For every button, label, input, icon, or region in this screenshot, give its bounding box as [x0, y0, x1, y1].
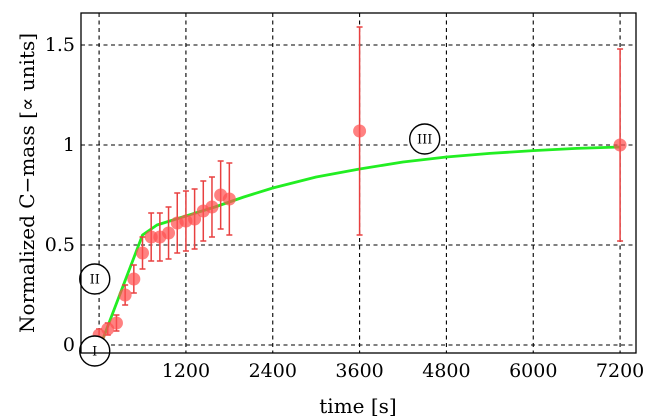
region-label: III [409, 123, 441, 155]
y-axis-title: Normalized C−mass [∝ units] [15, 33, 39, 333]
region-label: I [79, 335, 111, 367]
x-tick-label: 2400 [249, 360, 297, 382]
svg-text:II: II [90, 273, 100, 288]
data-point [127, 272, 141, 286]
data-point [222, 192, 236, 206]
data-point [353, 124, 367, 138]
svg-text:III: III [417, 133, 432, 148]
svg-text:I: I [92, 345, 97, 360]
data-points [92, 124, 627, 342]
data-point [613, 138, 627, 152]
data-point [118, 288, 132, 302]
x-tick-labels: 1200 2400 3600 4800 6000 7200 [162, 360, 645, 382]
y-tick-label: 1.5 [45, 34, 75, 56]
x-axis-title: time [s] [319, 394, 396, 418]
x-tick-label: 1200 [162, 360, 210, 382]
data-point [162, 226, 176, 240]
x-tick-label: 7200 [596, 360, 644, 382]
plot-frame [80, 12, 637, 354]
x-tick-label: 4800 [422, 360, 470, 382]
region-label: II [79, 263, 111, 295]
fit-curve-layer [97, 145, 621, 350]
y-tick-label: 1 [63, 134, 75, 156]
gridlines [81, 13, 636, 353]
data-point [205, 200, 219, 214]
data-point [136, 246, 150, 260]
data-point [109, 316, 123, 330]
fit-curve [97, 145, 621, 350]
x-tick-label: 6000 [509, 360, 557, 382]
y-tick-label: 0 [63, 334, 75, 356]
data-point [188, 212, 202, 226]
y-tick-labels: 0 0.5 1 1.5 [45, 34, 75, 356]
x-tick-label: 3600 [335, 360, 383, 382]
y-tick-label: 0.5 [45, 234, 75, 256]
